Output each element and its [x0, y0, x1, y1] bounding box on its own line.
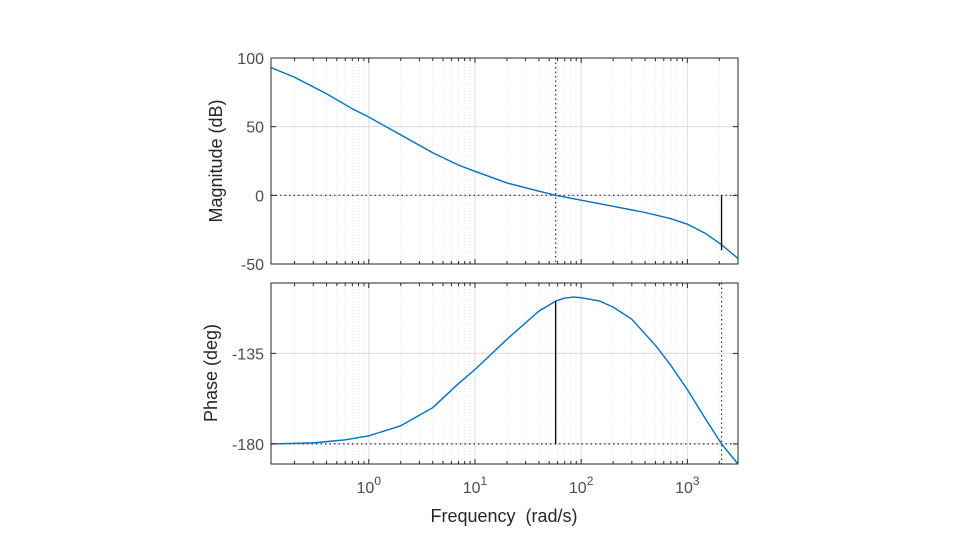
phase-axes-box [270, 282, 739, 465]
frequency-axis-label: Frequency (rad/s) [430, 506, 577, 526]
phase-curve [270, 296, 739, 465]
magnitude-axes-background [271, 58, 738, 264]
magnitude-axis-label: Magnitude (dB) [206, 99, 226, 222]
phase-ticks: -180 -135 100 101 102 103 [232, 283, 738, 497]
magnitude-y-tick-label: 100 [237, 51, 264, 68]
frequency-x-tick-label: 103 [675, 474, 700, 497]
magnitude-y-tick-label: 0 [255, 188, 264, 205]
magnitude-reference-lines [271, 58, 738, 264]
frequency-x-tick-label: 101 [463, 474, 488, 497]
magnitude-panel: -50 0 50 100 Magnitude (dB) [206, 51, 739, 274]
phase-y-tick-label: -180 [232, 437, 264, 454]
magnitude-ticks: -50 0 50 100 [237, 51, 738, 274]
frequency-x-tick-label: 102 [569, 474, 594, 497]
magnitude-curve-group [270, 66, 739, 260]
magnitude-y-tick-label: 50 [246, 120, 264, 137]
phase-curve-group [270, 296, 739, 465]
magnitude-curve [270, 66, 739, 260]
phase-axis-label: Phase (deg) [201, 324, 221, 422]
phase-axes-background [271, 283, 738, 464]
magnitude-y-tick-label: -50 [241, 257, 264, 274]
magnitude-grid [271, 57, 738, 265]
frequency-x-tick-label: 100 [357, 474, 382, 497]
phase-reference-lines [271, 283, 738, 464]
phase-panel: -180 -135 100 101 102 103 Phase (deg) Frequen… [201, 282, 739, 526]
phase-y-tick-label: -135 [232, 346, 264, 363]
magnitude-axes-box [270, 57, 739, 265]
phase-grid [271, 283, 738, 464]
